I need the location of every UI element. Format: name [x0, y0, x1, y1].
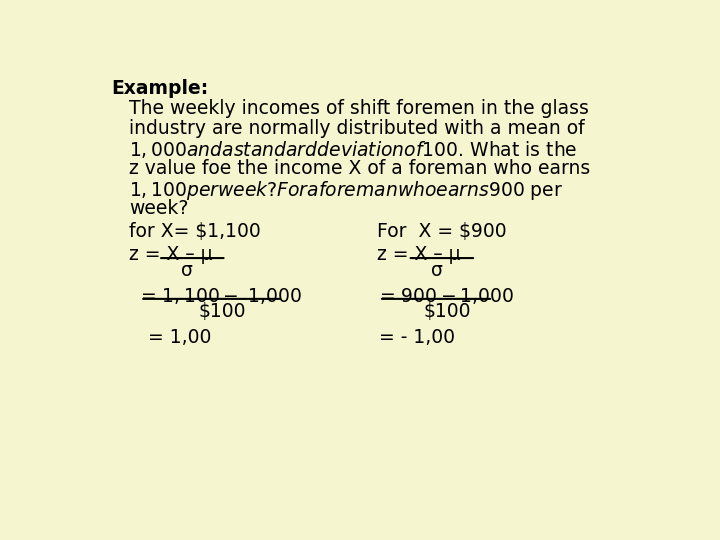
Text: For  X = $900: For X = $900 — [377, 222, 506, 241]
Text: = - 1,00: = - 1,00 — [379, 328, 455, 347]
Text: Example:: Example: — [112, 79, 209, 98]
Text: $1,100 per week? For a foreman who earns $900 per: $1,100 per week? For a foreman who earns… — [129, 179, 563, 202]
Text: = $900 - $1,000: = $900 - $1,000 — [379, 286, 514, 306]
Text: industry are normally distributed with a mean of: industry are normally distributed with a… — [129, 119, 585, 138]
Text: $100: $100 — [199, 302, 246, 321]
Text: = $1,100 - $ 1,000: = $1,100 - $ 1,000 — [140, 286, 302, 306]
Text: week?: week? — [129, 199, 188, 218]
Text: $100: $100 — [423, 302, 471, 321]
Text: z value foe the income X of a foreman who earns: z value foe the income X of a foreman wh… — [129, 159, 590, 178]
Text: z = X – μ: z = X – μ — [377, 245, 460, 264]
Text: for X= $1,100: for X= $1,100 — [129, 222, 261, 241]
Text: The weekly incomes of shift foremen in the glass: The weekly incomes of shift foremen in t… — [129, 99, 589, 118]
Text: σ: σ — [181, 261, 194, 280]
Text: = 1,00: = 1,00 — [148, 328, 212, 347]
Text: $1,000 and a standard deviation of $100. What is the: $1,000 and a standard deviation of $100.… — [129, 139, 577, 160]
Text: z = X – μ: z = X – μ — [129, 245, 212, 264]
Text: σ: σ — [431, 261, 443, 280]
